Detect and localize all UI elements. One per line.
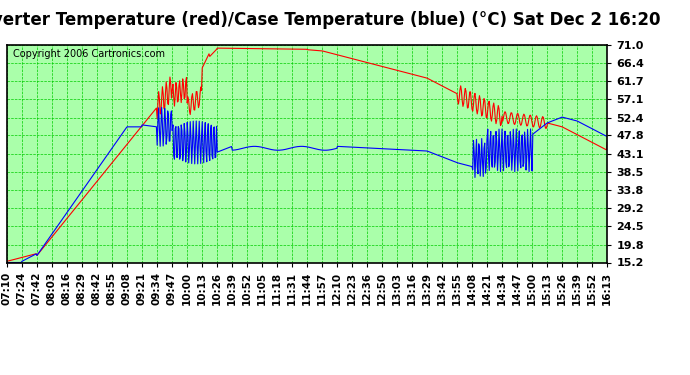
Text: Inverter Temperature (red)/Case Temperature (blue) (°C) Sat Dec 2 16:20: Inverter Temperature (red)/Case Temperat…	[0, 11, 660, 29]
Text: Copyright 2006 Cartronics.com: Copyright 2006 Cartronics.com	[13, 50, 165, 59]
